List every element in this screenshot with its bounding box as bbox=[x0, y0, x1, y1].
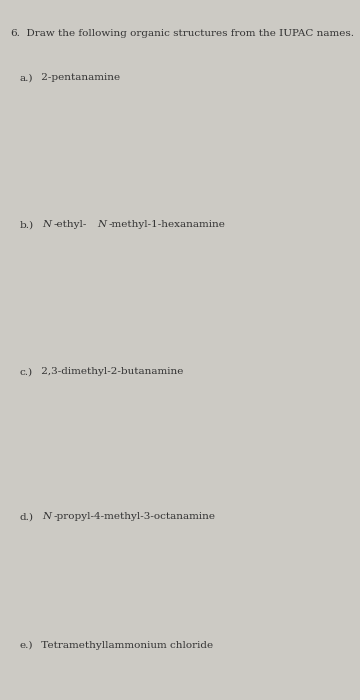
Text: Tetramethyllammonium chloride: Tetramethyllammonium chloride bbox=[38, 640, 213, 650]
Text: a.): a.) bbox=[20, 74, 33, 83]
Text: e.): e.) bbox=[20, 640, 33, 650]
Text: 6.: 6. bbox=[10, 29, 20, 38]
Text: N: N bbox=[42, 512, 51, 522]
Text: b.): b.) bbox=[20, 220, 34, 230]
Text: c.): c.) bbox=[20, 368, 33, 377]
Text: -ethyl-: -ethyl- bbox=[54, 220, 87, 230]
Text: Draw the following organic structures from the IUPAC names.: Draw the following organic structures fr… bbox=[20, 29, 354, 38]
Text: 2-pentanamine: 2-pentanamine bbox=[38, 74, 120, 83]
Text: -propyl-4-methyl-3-octanamine: -propyl-4-methyl-3-octanamine bbox=[54, 512, 216, 522]
Text: 2,3-dimethyl-2-butanamine: 2,3-dimethyl-2-butanamine bbox=[38, 368, 183, 377]
Text: d.): d.) bbox=[20, 512, 34, 522]
Text: -methyl-1-hexanamine: -methyl-1-hexanamine bbox=[109, 220, 225, 230]
Text: N: N bbox=[97, 220, 106, 230]
Text: N: N bbox=[42, 220, 51, 230]
